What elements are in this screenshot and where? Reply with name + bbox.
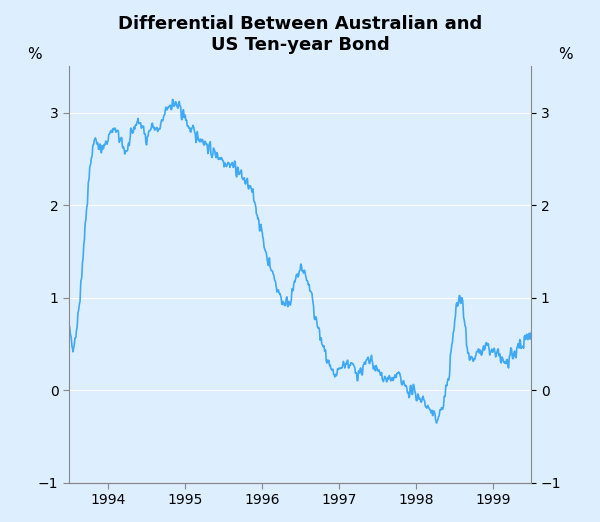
- Text: %: %: [558, 48, 573, 62]
- Title: Differential Between Australian and
US Ten-year Bond: Differential Between Australian and US T…: [118, 15, 482, 54]
- Text: %: %: [27, 48, 42, 62]
